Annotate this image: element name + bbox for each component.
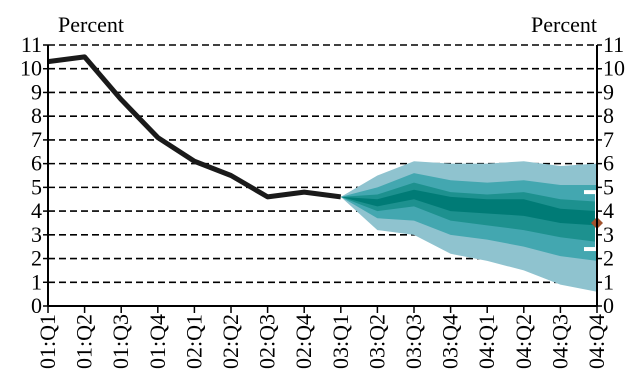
y-tick-label-right: 11 [603,32,624,57]
y-tick-label-left: 9 [31,79,42,104]
y-tick-label-left: 11 [21,32,42,57]
x-tick-label: 04:Q1 [474,314,499,369]
y-tick-label-left: 5 [31,174,42,199]
y-tick-label-right: 1 [603,269,614,294]
y-tick-label-right: 7 [603,127,614,152]
y-tick-label-left: 8 [31,103,42,128]
x-tick-label: 02:Q2 [218,314,243,369]
x-tick-label: 01:Q2 [72,314,97,369]
fan-band-central [340,189,597,226]
x-tick-label: 04:Q2 [511,314,536,369]
x-tick-label: 04:Q4 [584,314,609,369]
x-tick-label: 02:Q3 [255,314,280,369]
y-tick-label-right: 2 [603,246,614,271]
y-tick-label-right: 4 [603,198,614,223]
left-unit-label: Percent [58,12,124,37]
y-tick-label-left: 3 [31,222,42,247]
x-tick-label: 03:Q2 [364,314,389,369]
y-tick-label-right: 3 [603,222,614,247]
y-tick-label-right: 5 [603,174,614,199]
y-tick-label-right: 10 [603,56,625,81]
x-tick-label: 01:Q1 [35,314,60,369]
y-tick-label-left: 2 [31,246,42,271]
x-tick-label: 03:Q3 [401,314,426,369]
y-tick-label-left: 6 [31,151,42,176]
y-tick-label-right: 8 [603,103,614,128]
fan-bands [340,161,597,292]
y-tick-label-left: 0 [31,293,42,318]
right-unit-label: Percent [531,12,597,37]
x-tick-label: 01:Q3 [108,314,133,369]
axis-labels: Percent Percent [58,12,597,37]
y-tick-label-right: 6 [603,151,614,176]
series-line [47,54,342,200]
historical-line [47,54,342,200]
y-tick-label-left: 10 [20,56,42,81]
x-tick-label: 02:Q4 [291,314,316,369]
y-tick-label-left: 7 [31,127,42,152]
y-tick-label-right: 0 [603,293,614,318]
y-tick-label-right: 9 [603,79,614,104]
x-tick-label: 04:Q3 [547,314,572,369]
x-tick-label: 03:Q1 [328,314,353,369]
y-tick-label-left: 4 [31,198,42,223]
x-tick-label: 01:Q4 [145,314,170,369]
y-tick-label-left: 1 [31,269,42,294]
x-tick-label: 02:Q1 [181,314,206,369]
x-tick-label: 03:Q4 [438,314,463,369]
